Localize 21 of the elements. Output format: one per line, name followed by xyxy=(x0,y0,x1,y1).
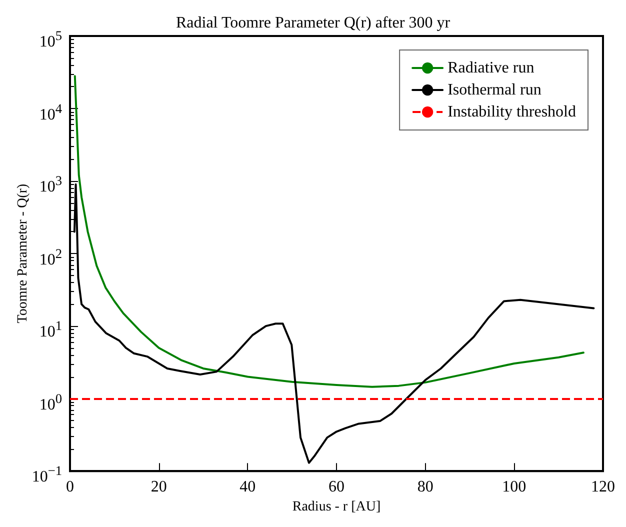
y-tick-label: 10$^{1}$ xyxy=(39,317,62,340)
y-tick-label: 10$^{2}$ xyxy=(39,244,62,268)
y-tick-label: 10$^{3}$ xyxy=(39,172,62,196)
chart-title: Radial Toomre Parameter Q(r) after 300 yr xyxy=(176,14,451,32)
x-tick-label: 60 xyxy=(328,478,344,496)
y-tick-label: 10$^{−1}$ xyxy=(32,462,62,486)
x-tick-label: 40 xyxy=(240,478,256,496)
y-tick-label: 10$^{5}$ xyxy=(39,27,62,50)
legend-label: Radiative run xyxy=(448,60,534,76)
y-tick-label: 10$^{0}$ xyxy=(39,390,62,413)
x-axis-title: Radius - r [AU] xyxy=(292,500,381,514)
x-tick-label: 20 xyxy=(150,478,167,496)
line-series xyxy=(74,75,584,388)
x-tick-label: 120 xyxy=(591,478,615,496)
x-tick-label: 80 xyxy=(417,478,434,496)
x-tick-label: 100 xyxy=(502,478,526,496)
legend-label: Instability threshold xyxy=(448,104,576,120)
x-tick-label: 0 xyxy=(66,478,74,496)
y-tick-label: 10$^{4}$ xyxy=(39,100,62,123)
legend-label: Isothermal run xyxy=(448,82,542,98)
y-axis-title: Toomre Parameter - Q(r) xyxy=(16,184,30,324)
